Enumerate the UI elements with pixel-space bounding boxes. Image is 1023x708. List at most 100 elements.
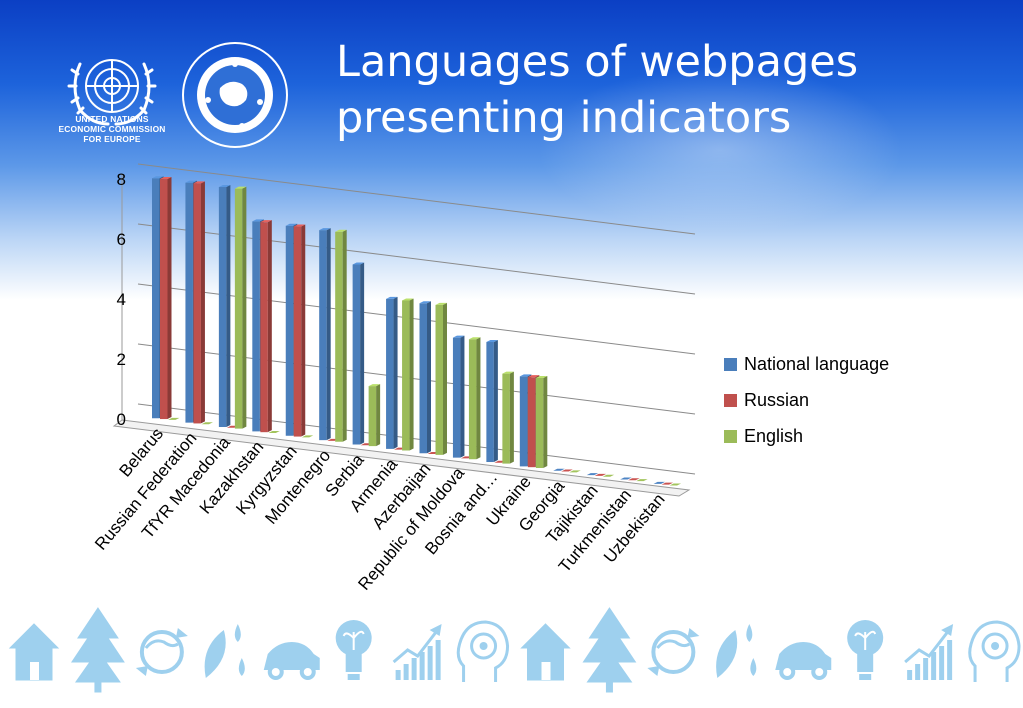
bar-top bbox=[386, 296, 398, 299]
bar bbox=[335, 231, 343, 442]
legend-swatch-national bbox=[724, 357, 737, 371]
gridline bbox=[137, 283, 696, 355]
house-icon bbox=[8, 623, 60, 681]
bar-stub bbox=[553, 468, 565, 471]
bar-stub bbox=[620, 477, 632, 480]
bar-top bbox=[435, 302, 447, 305]
bar-top bbox=[402, 298, 414, 301]
bar-side bbox=[409, 298, 414, 451]
bar-top bbox=[252, 219, 264, 222]
legend-item-national: National language bbox=[724, 346, 889, 382]
legend-label-national: National language bbox=[744, 353, 890, 374]
y-tick-label: 0 bbox=[117, 410, 126, 429]
bar bbox=[468, 339, 477, 460]
bar bbox=[402, 300, 410, 451]
bar-side bbox=[443, 302, 447, 455]
bar-stub bbox=[168, 417, 180, 420]
bar bbox=[535, 377, 544, 468]
bar bbox=[452, 337, 461, 458]
bar-top bbox=[368, 384, 381, 387]
bar bbox=[502, 373, 510, 464]
bar-side bbox=[376, 384, 381, 447]
bar-top bbox=[234, 186, 247, 189]
bar-stub bbox=[636, 479, 648, 482]
slide-title: Languages of webpages presenting indicat… bbox=[336, 34, 976, 146]
bar-top bbox=[527, 375, 540, 378]
bar-top bbox=[218, 185, 231, 188]
title-line-1: Languages of webpages bbox=[336, 37, 859, 87]
bar bbox=[260, 222, 268, 433]
tree-icon bbox=[71, 607, 125, 693]
bar-top bbox=[535, 375, 548, 378]
bar bbox=[252, 221, 260, 432]
bar-side bbox=[267, 220, 272, 433]
bar-top bbox=[352, 262, 365, 265]
bar-stub bbox=[561, 469, 573, 472]
bar bbox=[185, 182, 193, 423]
bar-side bbox=[460, 335, 465, 458]
head-gear-icon bbox=[456, 620, 510, 682]
car-icon bbox=[263, 642, 320, 680]
gridline bbox=[137, 403, 696, 475]
bar bbox=[386, 298, 394, 449]
bar bbox=[193, 183, 201, 424]
bar-top bbox=[285, 223, 298, 226]
bar bbox=[152, 178, 160, 419]
bar bbox=[419, 303, 427, 454]
bar-side bbox=[226, 185, 231, 428]
bar-side bbox=[427, 301, 431, 454]
un-logo-text: UNITED NATIONS ECONOMIC COMMISSION FOR E… bbox=[50, 114, 174, 144]
bar bbox=[352, 264, 361, 445]
chart-floor bbox=[112, 419, 691, 497]
bar-stub bbox=[586, 473, 599, 476]
car-icon bbox=[775, 642, 832, 680]
footer-icon-strip bbox=[8, 607, 1021, 693]
house-icon bbox=[520, 623, 571, 681]
bar-top bbox=[468, 337, 481, 340]
tree-icon bbox=[582, 607, 637, 693]
legend-swatch-english bbox=[724, 429, 737, 443]
legend-item-english: English bbox=[724, 418, 889, 454]
recycle-globe-icon bbox=[647, 628, 700, 676]
bar-top bbox=[335, 229, 347, 232]
gridline bbox=[137, 163, 696, 235]
growth-chart-icon bbox=[904, 624, 954, 680]
un-text-line3: FOR EUROPE bbox=[83, 134, 141, 144]
bar-stub bbox=[569, 470, 581, 473]
bar-top bbox=[193, 181, 205, 184]
growth-chart-icon bbox=[392, 624, 442, 680]
bar bbox=[435, 304, 443, 455]
bar-top bbox=[519, 374, 532, 377]
y-tick-label: 6 bbox=[117, 230, 126, 249]
bar-side bbox=[360, 262, 365, 445]
bar-side bbox=[342, 229, 347, 442]
bar-top bbox=[160, 177, 172, 180]
legend-label-russian: Russian bbox=[744, 389, 810, 410]
legend-swatch-russian bbox=[724, 393, 737, 407]
bar-side bbox=[326, 228, 331, 441]
leaf-drop-icon bbox=[204, 624, 245, 678]
gridline bbox=[137, 223, 696, 295]
un-emblem-icon bbox=[67, 59, 157, 126]
bar bbox=[234, 188, 243, 429]
bar-top bbox=[486, 340, 498, 343]
bar-top bbox=[185, 180, 197, 183]
y-tick-label: 2 bbox=[117, 350, 126, 369]
bar bbox=[319, 230, 327, 441]
y-tick-label: 8 bbox=[117, 170, 126, 189]
title-line-2: presenting indicators bbox=[336, 93, 792, 143]
bar-top bbox=[319, 228, 331, 231]
bar bbox=[486, 342, 494, 463]
bar-side bbox=[167, 177, 172, 420]
bar bbox=[293, 226, 302, 437]
bar-stub bbox=[594, 473, 607, 476]
bar-side bbox=[242, 186, 247, 429]
bulb-icon bbox=[335, 620, 372, 680]
bar bbox=[218, 187, 227, 428]
bar-stub bbox=[268, 430, 280, 433]
bar-stub bbox=[201, 422, 213, 425]
bar-side bbox=[476, 337, 481, 460]
bar-top bbox=[293, 224, 306, 227]
bar-side bbox=[301, 224, 306, 437]
